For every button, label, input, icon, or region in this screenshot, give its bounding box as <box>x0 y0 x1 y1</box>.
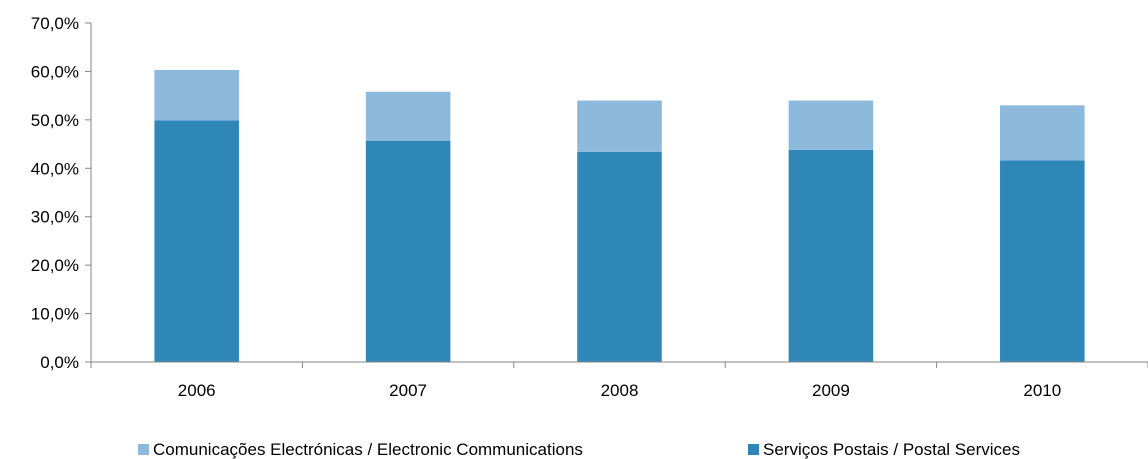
bar-segment-2010-series-0 <box>1000 160 1085 362</box>
legend: Comunicações Electrónicas / Electronic C… <box>138 440 1020 459</box>
legend-swatch-series-0 <box>748 444 759 455</box>
x-tick-label: 2007 <box>389 381 427 400</box>
y-tick-label: 10,0% <box>31 305 79 324</box>
y-tick-label: 50,0% <box>31 111 79 130</box>
bar-segment-2009-series-1 <box>788 100 874 150</box>
bars-layer <box>154 69 1085 362</box>
bar-segment-2007-series-0 <box>365 140 451 362</box>
y-tick-label: 20,0% <box>31 256 79 275</box>
legend-label-series-0: Serviços Postais / Postal Services <box>763 440 1020 459</box>
x-tick-label: 2010 <box>1023 381 1061 400</box>
bar-segment-2008-series-1 <box>577 100 662 152</box>
y-tick-label: 60,0% <box>31 62 79 81</box>
y-tick-label: 0,0% <box>40 353 79 372</box>
x-tick-label: 2006 <box>178 381 216 400</box>
bar-segment-2006-series-1 <box>154 69 239 121</box>
legend-swatch-series-1 <box>138 444 149 455</box>
y-tick-label: 40,0% <box>31 159 79 178</box>
bar-segment-2008-series-0 <box>577 151 662 362</box>
legend-label-series-1: Comunicações Electrónicas / Electronic C… <box>153 440 583 459</box>
axes-layer <box>85 22 1148 368</box>
labels-layer: 0,0% 10,0% 20,0% 30,0% 40,0% 50,0% 60,0% 70,0% 2… <box>31 14 1061 400</box>
y-tick-label: 70,0% <box>31 14 79 33</box>
bar-segment-2009-series-0 <box>788 149 874 362</box>
x-tick-label: 2009 <box>812 381 850 400</box>
bar-segment-2006-series-0 <box>154 120 239 362</box>
bar-segment-2010-series-1 <box>1000 105 1085 161</box>
y-tick-label: 30,0% <box>31 208 79 227</box>
bar-segment-2007-series-1 <box>365 91 451 141</box>
x-tick-label: 2008 <box>601 381 639 400</box>
